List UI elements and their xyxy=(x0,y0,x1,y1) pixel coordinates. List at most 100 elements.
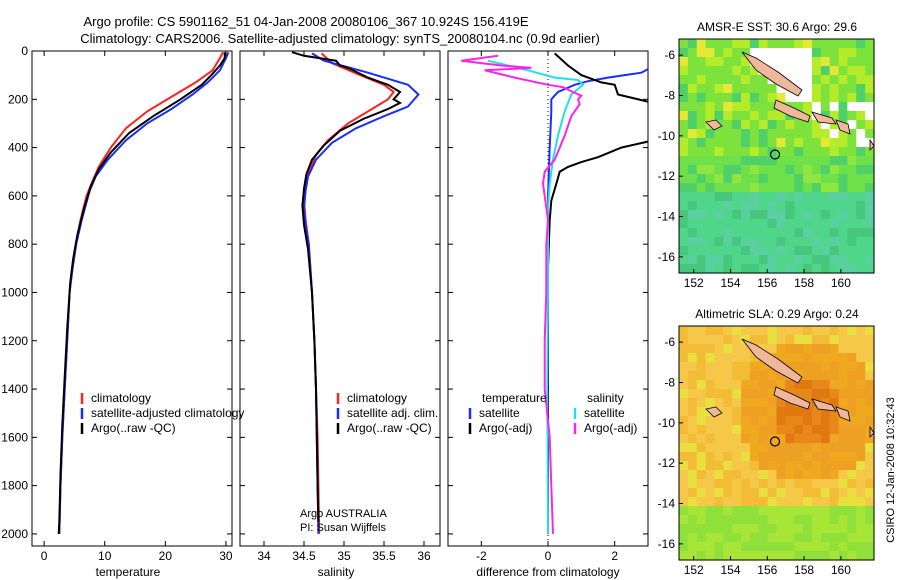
map-cell xyxy=(776,326,786,336)
island-shape xyxy=(741,338,803,384)
map-cell xyxy=(820,434,831,444)
map-cell xyxy=(705,264,716,274)
island-shape xyxy=(705,119,723,131)
map-cell xyxy=(847,237,857,247)
map-cell xyxy=(865,147,875,157)
map-cell xyxy=(838,515,849,525)
map-cell xyxy=(856,201,866,211)
map-cell xyxy=(714,39,724,49)
temperature-series-1 xyxy=(58,51,230,534)
map-cell xyxy=(811,470,822,480)
map-cell xyxy=(741,524,751,534)
map-cell xyxy=(847,371,857,381)
map-cell xyxy=(811,533,822,543)
map-cell xyxy=(785,237,795,247)
map-cell xyxy=(838,264,849,274)
map-cell xyxy=(865,111,875,121)
map-cell xyxy=(829,237,840,247)
map-cell xyxy=(696,111,707,121)
map-cell xyxy=(794,264,804,274)
map-cell xyxy=(865,542,875,552)
map-cell xyxy=(749,156,760,166)
map-cell xyxy=(865,84,875,94)
map-cell xyxy=(794,147,804,157)
map-cell xyxy=(829,48,840,58)
map-cell xyxy=(767,48,778,58)
map-cell xyxy=(749,75,760,85)
map-cell xyxy=(749,264,760,274)
y-tick-label: 1400 xyxy=(1,382,28,396)
map-cell xyxy=(811,138,822,148)
map-cell xyxy=(865,75,875,85)
map-cell xyxy=(776,506,786,516)
map-cell xyxy=(723,183,733,193)
map-cell xyxy=(838,183,849,193)
y-tick-label: 1000 xyxy=(1,285,28,299)
map-cell xyxy=(687,344,698,354)
map-cell xyxy=(767,183,778,193)
map-cell xyxy=(758,425,769,435)
map-cell xyxy=(820,174,831,184)
map-cell xyxy=(820,93,831,103)
map-cell xyxy=(687,380,698,390)
map-cell xyxy=(758,407,769,417)
map-cell xyxy=(785,228,795,238)
map-cell xyxy=(679,425,689,435)
map-cell xyxy=(696,551,707,561)
legend-label: temperature xyxy=(482,391,547,405)
map-cell xyxy=(679,344,689,354)
map-cell xyxy=(767,452,778,462)
map-cell xyxy=(847,470,857,480)
map-cell xyxy=(687,407,698,417)
map-cell xyxy=(696,48,707,58)
map-cell xyxy=(803,138,813,148)
map-cell xyxy=(785,219,795,229)
map-cell xyxy=(794,407,804,417)
map-cell xyxy=(696,452,707,462)
legend-label: Argo(-adj) xyxy=(584,421,637,435)
map-cell xyxy=(696,219,707,229)
map-cell xyxy=(803,48,813,58)
map-cell xyxy=(749,434,760,444)
map-cell xyxy=(776,93,786,103)
map-cell xyxy=(820,533,831,543)
map-cell xyxy=(803,129,813,139)
map-cell xyxy=(803,461,813,471)
map-cell xyxy=(856,506,866,516)
map-cell xyxy=(776,237,786,247)
map-cell xyxy=(696,264,707,274)
map-cell xyxy=(803,147,813,157)
title-line-2: Climatology: CARS2006. Satellite-adjuste… xyxy=(80,31,600,46)
map-cell xyxy=(749,407,760,417)
map-cell xyxy=(723,57,733,67)
map-cell xyxy=(732,497,742,507)
map-cell xyxy=(865,389,875,399)
map-cell xyxy=(749,452,760,462)
map-cell xyxy=(767,488,778,498)
salinity-series-2 xyxy=(291,51,403,522)
map-cell xyxy=(714,192,724,202)
map-cell xyxy=(794,219,804,229)
x-tick-label: 10 xyxy=(98,549,112,563)
map-cell xyxy=(714,147,724,157)
map-cell xyxy=(687,246,698,256)
map-cell xyxy=(679,515,689,525)
map-cell xyxy=(865,174,875,184)
map-x-tick-label: 160 xyxy=(831,276,851,290)
map-cell xyxy=(679,84,689,94)
map-cell xyxy=(829,461,840,471)
map-cell xyxy=(776,210,786,220)
map-cell xyxy=(723,353,733,363)
map-cell xyxy=(696,470,707,480)
map-cell xyxy=(811,255,822,265)
map-cell xyxy=(687,120,698,130)
map-cell xyxy=(865,156,875,166)
map-cell xyxy=(696,425,707,435)
map-cell xyxy=(767,219,778,229)
map-cell xyxy=(679,201,689,211)
map-cell xyxy=(767,533,778,543)
map-cell xyxy=(838,542,849,552)
map-cell xyxy=(741,353,751,363)
map-cell xyxy=(838,165,849,175)
